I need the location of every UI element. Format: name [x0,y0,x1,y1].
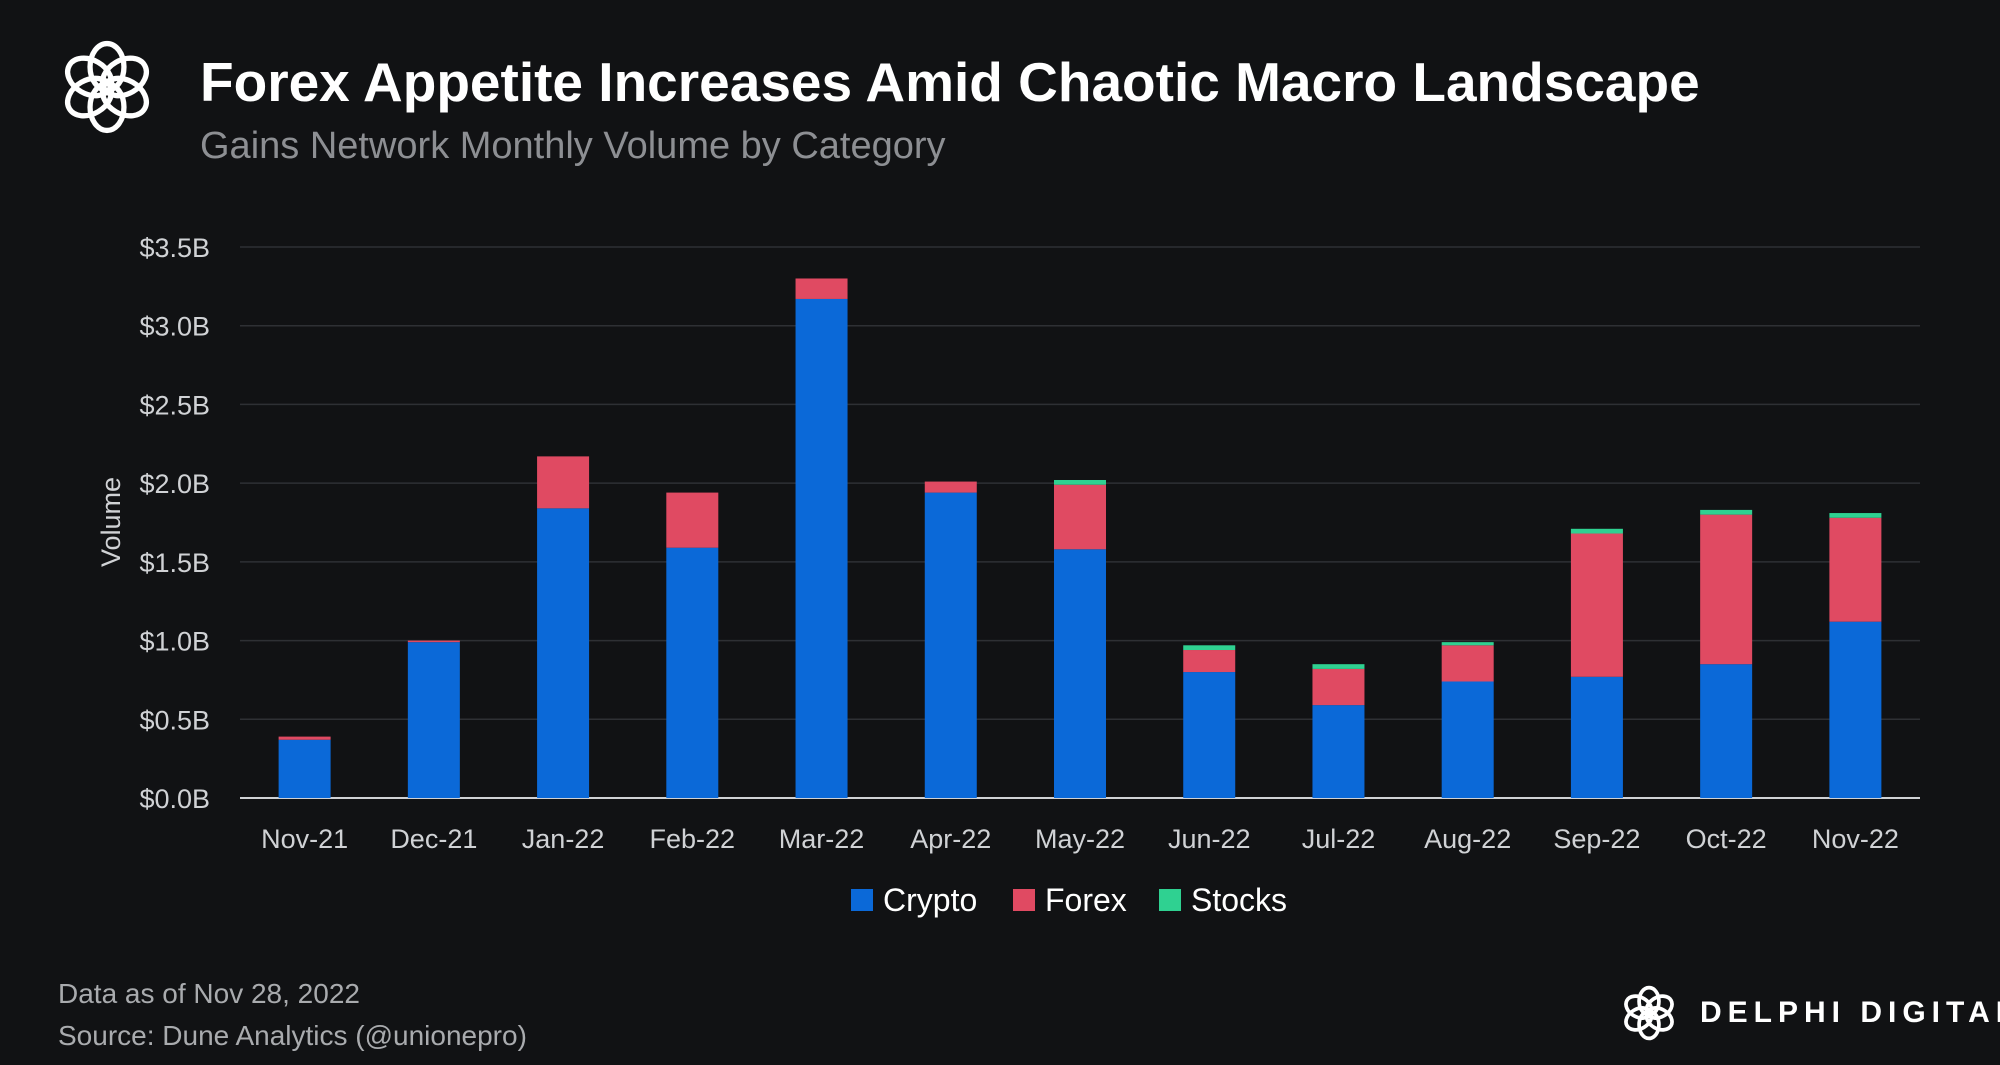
x-tick-label: Sep-22 [1553,824,1640,854]
bar-stocks [1570,528,1623,534]
bar-crypto [1570,676,1623,798]
x-tick-label: Jul-22 [1302,824,1376,854]
source-note: Source: Dune Analytics (@unionepro) [58,1020,527,1051]
bar-crypto [1054,549,1106,798]
x-tick-label: Feb-22 [650,824,736,854]
y-tick-label: $2.0B [139,469,210,499]
bar-forex [1829,517,1882,622]
y-tick-label: $3.5B [139,233,210,263]
bar-forex [1312,668,1365,706]
legend-label-stocks: Stocks [1191,882,1287,918]
legend-label-forex: Forex [1045,882,1127,918]
bar-crypto [537,508,590,798]
y-tick-label: $0.0B [139,784,210,814]
bar-crypto [1700,664,1753,798]
chart-title: Forex Appetite Increases Amid Chaotic Ma… [200,51,1700,113]
bar-crypto [1441,681,1494,798]
bar-crypto [924,492,977,798]
y-tick-label: $3.0B [139,312,210,342]
data-date-note: Data as of Nov 28, 2022 [58,978,360,1009]
legend-swatch-stocks [1159,889,1181,911]
bar-stocks [1183,645,1236,651]
bar-forex [407,640,460,643]
x-tick-label: Aug-22 [1424,824,1511,854]
y-tick-label: $0.5B [139,705,210,735]
bar-stocks [1054,479,1106,485]
bar-forex [666,492,719,548]
bar-crypto [278,739,331,798]
bar-forex [278,736,331,740]
brand-name: DELPHI DIGITAL [1700,996,2000,1029]
x-tick-label: Nov-22 [1812,824,1899,854]
bar-forex [1700,514,1753,665]
bar-forex [1570,533,1623,677]
bar-forex [924,481,977,493]
bar-crypto [1183,672,1236,798]
x-tick-label: May-22 [1035,824,1125,854]
bar-crypto [1829,621,1882,798]
x-tick-label: Jun-22 [1168,824,1251,854]
bar-stocks [1441,642,1494,646]
x-tick-label: Jan-22 [522,824,605,854]
bar-crypto [795,298,848,798]
bar-stocks [1700,509,1753,515]
brand-logo-icon [1624,985,1674,1041]
y-tick-label: $1.5B [139,548,210,578]
bar-forex [1441,645,1494,682]
x-tick-label: Dec-21 [390,824,477,854]
y-tick-label: $2.5B [139,390,210,420]
x-tick-label: Apr-22 [910,824,991,854]
bar-crypto [1312,705,1365,798]
bar-forex [795,278,848,299]
x-tick-label: Nov-21 [261,824,348,854]
bar-forex [1054,484,1106,550]
bar-forex [1183,650,1236,673]
legend-swatch-forex [1013,889,1035,911]
bar-stocks [1312,664,1365,669]
x-tick-label: Mar-22 [779,824,865,854]
bar-crypto [407,642,460,798]
bar-stocks [1829,513,1882,518]
header-logo-icon [65,40,149,134]
legend-label-crypto: Crypto [883,882,977,918]
legend-swatch-crypto [851,889,873,911]
bar-forex [537,456,590,509]
y-tick-label: $1.0B [139,627,210,657]
x-tick-label: Oct-22 [1686,824,1767,854]
y-axis-label: Volume [96,477,126,567]
chart-subtitle: Gains Network Monthly Volume by Category [200,125,946,167]
bar-crypto [666,547,719,798]
